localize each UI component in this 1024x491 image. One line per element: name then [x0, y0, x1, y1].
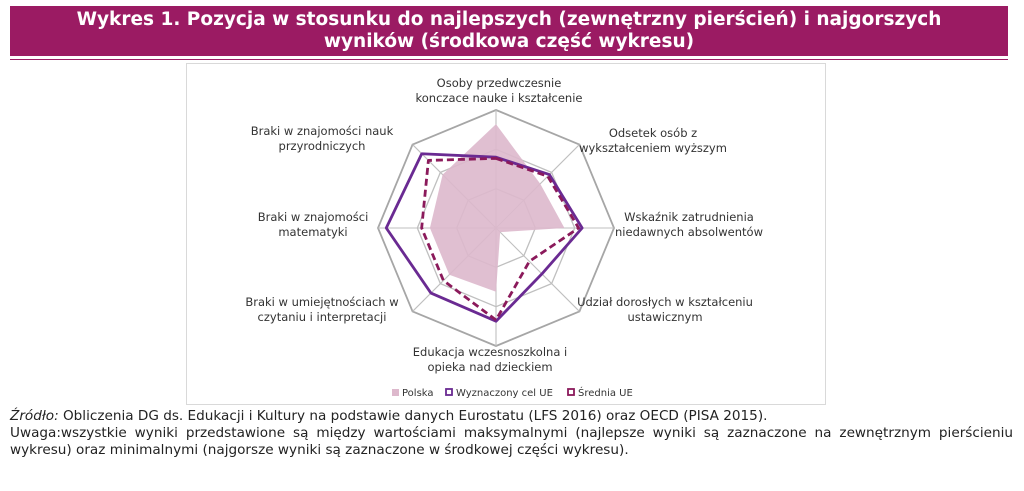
axis-label-1: Osoby przedwczesnie konczace nauke i kszt… [416, 76, 583, 105]
chart-frame [186, 63, 826, 405]
radar-series [384, 124, 584, 323]
axis-label-2: Odsetek osób z wykształceniem wyższym [579, 126, 727, 155]
series-1 [429, 124, 565, 292]
chart-title: Wykres 1. Pozycja w stosunku do najlepsz… [10, 6, 1008, 56]
series-2 [384, 152, 584, 323]
chart-title-line1: Wykres 1. Pozycja w stosunku do najlepsz… [76, 9, 942, 30]
legend-swatch-1 [392, 389, 399, 396]
grid-spoke-4 [495, 227, 580, 312]
source-text: Obliczenia DG ds. Edukacji i Kultury na … [58, 408, 768, 424]
source-label: Źródło: [10, 408, 59, 424]
axis-label-4: Udział dorosłych w kształceniu ustawiczny… [577, 295, 753, 324]
legend-label-1: Polska [402, 388, 434, 399]
legend-swatch-2 [445, 388, 453, 396]
remark-note: Uwaga:wszystkie wyniki przedstawione są … [10, 425, 1013, 458]
axis-label-7: Braki w znajomości matematyki [258, 210, 369, 239]
axis-label-6: Braki w umiejętnościach w czytaniu i inte… [245, 295, 398, 324]
axis-label-8: Braki w znajomości nauk przyrodniczych [251, 124, 394, 153]
axis-label-3: Wskaźnik zatrudnienia niedawnych absolwen… [615, 210, 763, 239]
legend-swatch-3 [567, 388, 575, 396]
footer: Źródło: Obliczenia DG ds. Edukacji i Kul… [10, 408, 1013, 459]
series-3 [420, 156, 580, 322]
legend-label-2: Wyznaczony cel UE [456, 388, 553, 399]
axis-label-5: Edukacja wczesnoszkolna i opieka nad dzie… [413, 345, 567, 374]
axis-labels: Osoby przedwczesnie konczace nauke i kszt… [245, 76, 763, 374]
title-divider [10, 59, 1008, 60]
legend: Polska Wyznaczony cel UE Średnia UE [392, 386, 633, 399]
chart-title-line2: wyników (środkowa część wykresu) [323, 31, 695, 52]
legend-label-3: Średnia UE [578, 386, 633, 399]
source-note: Źródło: Obliczenia DG ds. Edukacji i Kul… [10, 408, 1013, 425]
